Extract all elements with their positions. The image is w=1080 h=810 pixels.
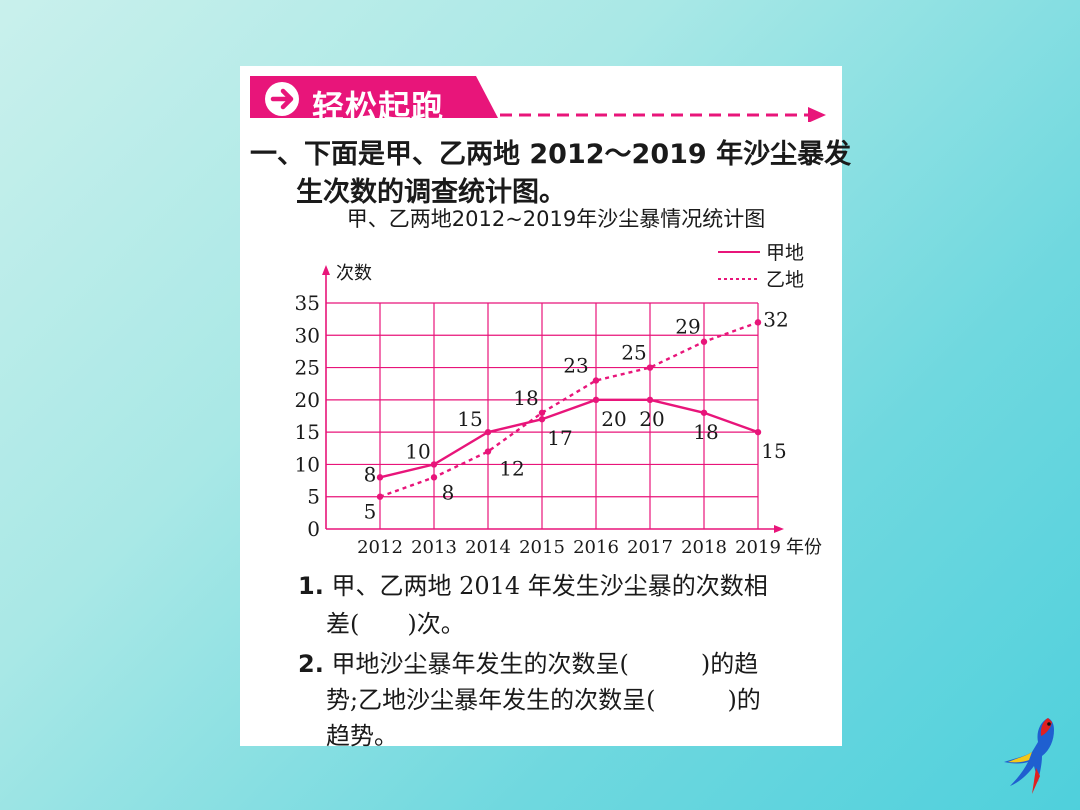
subquestion-2-number: 2.	[298, 650, 324, 678]
data-label: 12	[499, 457, 524, 481]
data-label: 15	[761, 439, 786, 463]
subquestion-1-number: 1.	[298, 572, 324, 600]
legend-label-2: 乙地	[766, 269, 804, 291]
data-label: 17	[547, 426, 572, 450]
data-point	[376, 493, 384, 500]
y-tick-label: 0	[307, 517, 320, 541]
data-point	[484, 428, 492, 436]
subquestion-2-text: 甲地沙尘暴年发生的次数呈( )的趋	[331, 650, 759, 678]
subquestion-2-line-1: 2. 甲地沙尘暴年发生的次数呈( )的趋	[298, 644, 758, 679]
y-tick-label: 20	[295, 388, 320, 412]
series-line-1	[379, 398, 759, 479]
y-tick-label: 30	[295, 323, 320, 347]
data-label: 5	[364, 500, 377, 524]
data-label: 18	[693, 420, 718, 444]
x-tick-label: 2018	[681, 537, 727, 558]
data-point	[592, 396, 600, 404]
data-point	[538, 416, 546, 423]
data-label: 15	[457, 407, 482, 431]
x-tick-label: 2019	[735, 537, 781, 558]
chart-grid	[326, 302, 759, 529]
subquestion-1-line-1: 1. 甲、乙两地 2014 年发生沙尘暴的次数相	[298, 566, 768, 601]
x-tick-label: 2016	[573, 537, 619, 558]
data-point	[646, 396, 654, 404]
y-tick-label: 10	[295, 452, 320, 476]
section-banner: 轻松起跑	[248, 72, 828, 126]
data-label: 23	[563, 353, 588, 377]
line-chart: 甲、乙两地2012~2019年沙尘暴情况统计图 0 5 10 15 20 25 30 35 20…	[295, 207, 822, 558]
arrow-circle-icon	[265, 82, 299, 116]
subquestion-2-line-3: 趋势。	[326, 722, 398, 750]
data-point	[430, 461, 438, 468]
x-axis-label: 年份	[786, 537, 822, 558]
y-tick-label: 35	[295, 291, 320, 315]
x-tick-label: 2014	[465, 537, 511, 558]
data-point	[376, 474, 384, 481]
data-point	[700, 338, 708, 345]
data-label: 8	[364, 462, 377, 486]
subquestion-1-text: 甲、乙两地 2014 年发生沙尘暴的次数相	[331, 572, 768, 600]
x-axis-arrow	[774, 525, 784, 533]
banner-title: 轻松起跑	[312, 88, 445, 126]
series-line-2	[379, 321, 759, 498]
data-point	[592, 377, 600, 384]
subquestion-2-line-2: 势;乙地沙尘暴年发生的次数呈( )的	[326, 686, 761, 714]
data-point	[538, 409, 546, 416]
data-point	[484, 448, 492, 455]
data-label: 20	[601, 407, 626, 431]
chart-title: 甲、乙两地2012~2019年沙尘暴情况统计图	[347, 207, 765, 231]
data-point	[646, 364, 654, 371]
data-label: 32	[763, 307, 788, 331]
question-line-2: 生次数的调查统计图。	[296, 177, 566, 208]
x-tick-label: 2015	[519, 537, 565, 558]
data-label: 29	[675, 315, 700, 339]
x-tick-label: 2017	[627, 537, 673, 558]
y-tick-label: 5	[307, 485, 320, 509]
y-axis-label: 次数	[336, 263, 372, 284]
y-axis-arrow	[322, 265, 330, 275]
data-label: 25	[621, 341, 646, 365]
data-point	[430, 474, 438, 481]
banner-shape	[250, 76, 826, 122]
data-label: 18	[513, 386, 538, 410]
question-line-1: 一、下面是甲、乙两地 2012～2019 年沙尘暴发	[250, 139, 852, 170]
data-point	[754, 319, 762, 326]
legend-label-1: 甲地	[766, 242, 804, 264]
data-point	[754, 428, 762, 436]
x-tick-label: 2013	[411, 537, 457, 558]
y-tick-label: 15	[295, 420, 320, 444]
data-label: 20	[639, 407, 664, 431]
x-tick-label: 2012	[357, 537, 403, 558]
worksheet-page: 轻松起跑 一、下面是甲、乙两地 2012～2019 年沙尘暴发 生次数的调查统计…	[240, 66, 851, 750]
data-label: 8	[442, 480, 455, 504]
y-tick-label: 25	[295, 356, 320, 380]
data-point	[700, 409, 708, 416]
data-label: 10	[405, 439, 430, 463]
parrot-icon	[1004, 718, 1054, 794]
subquestion-1-line-2: 差( )次。	[326, 610, 465, 638]
chart-series: 8 10 15 17 20 20 18 15 5 8 12 18 23 25 29 32	[364, 307, 789, 523]
